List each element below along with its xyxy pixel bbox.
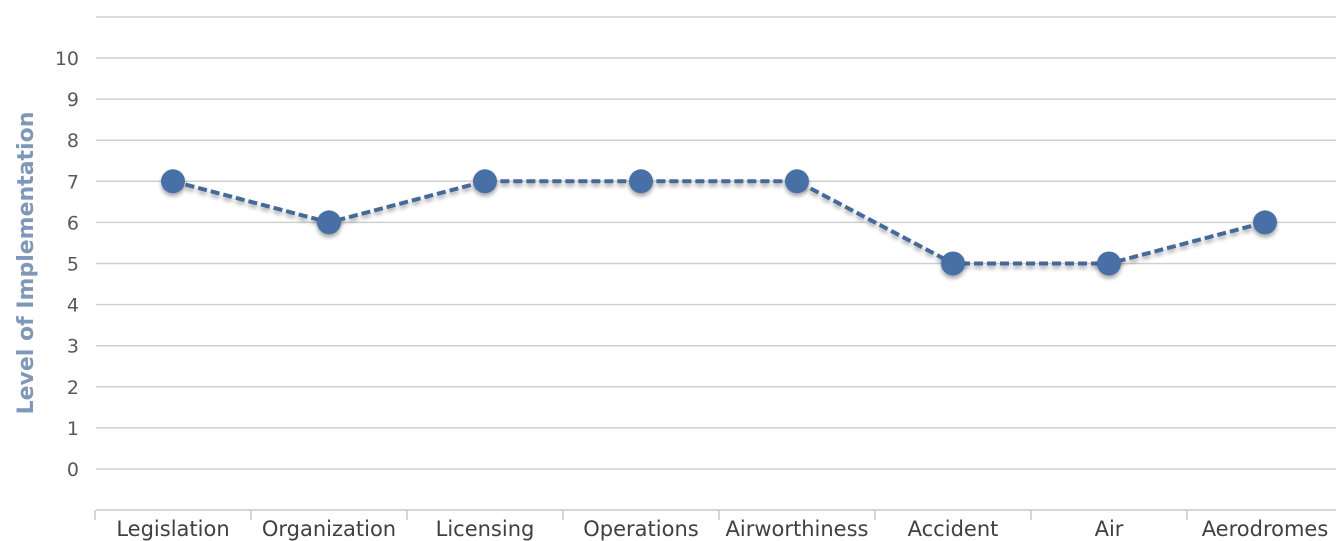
- x-category-label: Organization: [262, 517, 396, 541]
- y-tick-label-5: 5: [67, 254, 79, 276]
- y-tick-label-9: 9: [67, 89, 79, 111]
- y-tick-label-7: 7: [67, 171, 79, 193]
- y-tick-label-3: 3: [67, 336, 79, 358]
- data-point-airworthiness: [785, 169, 809, 194]
- y-tick-label-4: 4: [67, 295, 79, 317]
- x-category-label: Airworthiness: [726, 517, 869, 541]
- x-category-label: Legislation: [116, 517, 229, 541]
- x-category-label: Licensing: [436, 517, 535, 541]
- x-tick-marks: [94, 510, 1188, 520]
- x-category-label: Accident: [908, 517, 999, 541]
- series-line: [172, 179, 1266, 266]
- y-tick-label-6: 6: [67, 212, 79, 234]
- y-tick-label-2: 2: [67, 377, 79, 399]
- series-line-group: [161, 169, 1277, 276]
- y-tick-label-1: 1: [67, 418, 79, 440]
- x-category-label: Air: [1095, 517, 1124, 541]
- data-point-accident: [941, 251, 965, 276]
- x-category-label: Operations: [583, 517, 698, 541]
- data-point-air: [1097, 251, 1121, 276]
- y-tick-labels: 0 1 2 3 4 5 6 7 8 9 10: [55, 48, 79, 481]
- y-axis-title: Level of Implementation: [14, 112, 39, 415]
- y-tick-label-8: 8: [67, 130, 79, 152]
- y-tick-label-10: 10: [55, 48, 79, 70]
- x-category-label: Aerodromes: [1202, 517, 1329, 541]
- data-point-legislation: [161, 169, 185, 194]
- data-point-operations: [629, 169, 653, 194]
- data-point-licensing: [473, 169, 497, 194]
- y-tick-label-0: 0: [67, 459, 79, 481]
- gridlines: [96, 57, 1336, 470]
- x-category-labels: Legislation Organization Licensing Operatio…: [116, 517, 1328, 541]
- data-point-aerodromes: [1253, 210, 1277, 235]
- data-point-organization: [317, 210, 341, 235]
